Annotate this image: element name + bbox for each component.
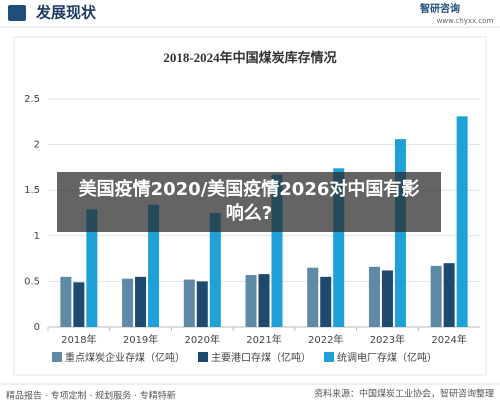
- bar: [196, 281, 208, 327]
- bar: [456, 116, 468, 327]
- bar: [60, 276, 72, 327]
- x-tick-label: 2024年: [431, 333, 466, 346]
- logo-url: www.chyxx.com: [437, 17, 494, 25]
- bar: [258, 274, 270, 327]
- bar: [307, 267, 319, 327]
- legend-label: 主要港口存煤（亿吨）: [211, 351, 311, 364]
- bar: [148, 204, 160, 327]
- bar: [86, 209, 98, 327]
- chart-title: 2018-2024年中国煤炭库存情况: [163, 50, 336, 65]
- logo-name: 智研咨询: [420, 2, 460, 15]
- legend-label: 统调电厂存煤（亿吨）: [337, 351, 437, 364]
- y-tick-label: 0.5: [24, 276, 40, 287]
- bar: [430, 265, 442, 327]
- bar: [381, 270, 393, 327]
- x-tick-label: 2021年: [246, 333, 281, 346]
- overlay-banner[interactable]: 美国疫情2020/美国疫情2026对中国有影响么?: [57, 172, 441, 232]
- bar: [443, 263, 455, 327]
- footer-left: 精品报告 · 专项定制 · 规划服务 · 专精特新: [6, 390, 176, 402]
- legend-swatch: [52, 352, 62, 362]
- bar: [271, 174, 283, 327]
- bar: [333, 168, 345, 327]
- bar: [394, 139, 406, 327]
- bar: [245, 275, 257, 327]
- legend-swatch: [198, 352, 208, 362]
- x-tick-label: 2020年: [185, 333, 220, 346]
- x-tick-label: 2018年: [61, 333, 96, 346]
- bar: [135, 276, 147, 327]
- y-tick-label: 1.5: [24, 185, 40, 196]
- bar: [320, 276, 332, 327]
- footer-right: 资料来源：中国煤炭工业协会，智研咨询整理: [314, 388, 494, 400]
- legend-label: 重点煤炭企业存煤（亿吨）: [65, 351, 185, 364]
- header-title: 发展现状: [35, 4, 97, 22]
- bar: [73, 282, 85, 327]
- bar: [209, 213, 221, 327]
- legend-swatch: [324, 352, 334, 362]
- bar: [183, 279, 195, 327]
- overlay-text[interactable]: 美国疫情2020/美国疫情2026对中国有影响么?: [78, 179, 420, 224]
- bar: [122, 278, 134, 327]
- y-tick-label: 2.5: [24, 94, 40, 105]
- y-tick-label: 1: [34, 231, 40, 242]
- x-tick-label: 2023年: [370, 333, 405, 346]
- x-tick-label: 2019年: [123, 333, 158, 346]
- y-tick-label: 2: [34, 140, 40, 151]
- bar: [368, 266, 380, 327]
- x-tick-label: 2022年: [308, 333, 343, 346]
- y-tick-label: 0: [34, 322, 40, 333]
- header-icon: [8, 5, 26, 21]
